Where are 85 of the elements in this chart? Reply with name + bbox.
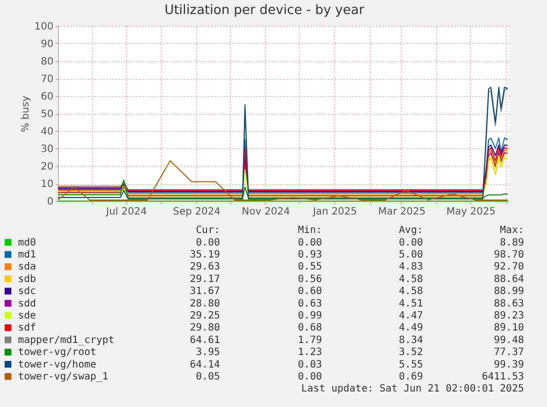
text: 29.80 <box>190 322 220 334</box>
text: 4.49 <box>398 322 423 334</box>
x-tick-label: Nov 2024 <box>242 206 290 218</box>
legend-label: tower-vg/root <box>18 347 96 358</box>
y-tick-label: 10 <box>40 179 54 190</box>
text: 0.99 <box>298 310 322 322</box>
text: 88.63 <box>494 298 524 310</box>
text: 1.79 <box>298 334 322 346</box>
y-tick-label: 90 <box>40 39 54 50</box>
text: 5.00 <box>398 250 423 260</box>
legend-label: tower-vg/home <box>18 359 96 370</box>
legend-label: sdb <box>18 274 36 285</box>
text: 4.58 <box>398 286 423 298</box>
x-tick-label: May 2025 <box>446 206 496 218</box>
text: 99.48 <box>494 334 524 346</box>
text: 98.70 <box>494 250 524 260</box>
text: 5.55 <box>398 359 423 370</box>
text: 28.80 <box>190 298 220 310</box>
text: 8.89 <box>500 237 524 248</box>
text: 64.14 <box>190 359 220 370</box>
chart-title: Utilization per device - by year <box>164 3 365 18</box>
y-tick-label: 30 <box>40 144 54 155</box>
x-tick-label: Mar 2025 <box>378 206 426 218</box>
text: 4.51 <box>398 298 423 310</box>
y-tick-label: 80 <box>40 56 54 68</box>
text: 31.67 <box>190 286 220 298</box>
y-tick-label: 70 <box>40 74 54 85</box>
legend-label: sda <box>18 262 36 273</box>
text: Last update: Sat Jun 21 02:00:01 2025 <box>301 384 524 395</box>
text: 0.00 <box>298 237 322 248</box>
text: 6411.53 <box>482 372 524 382</box>
legend-label: sdc <box>18 286 36 298</box>
text: 64.61 <box>190 334 220 346</box>
text: 0.68 <box>298 322 322 334</box>
y-tick-label: 40 <box>40 126 54 138</box>
text: 88.64 <box>494 274 524 285</box>
text: 88.99 <box>494 286 524 298</box>
legend-label: mapper/md1_crypt <box>18 334 114 346</box>
legend-label: sdd <box>18 298 36 310</box>
text: 4.58 <box>398 274 423 285</box>
text: 0.00 <box>196 237 220 248</box>
x-tick-label: Jan 2025 <box>312 206 358 218</box>
text: Max: <box>500 225 524 236</box>
text: 0.55 <box>298 262 322 273</box>
text: 0.03 <box>298 359 322 370</box>
text: Min: <box>298 225 322 236</box>
legend-label: md0 <box>18 237 36 248</box>
text: 0.69 <box>398 372 423 382</box>
y-tick-label: 20 <box>40 162 54 172</box>
text: 0.00 <box>398 237 423 248</box>
y-tick-label: 50 <box>40 109 54 120</box>
text: 0.56 <box>298 274 322 285</box>
text: 29.63 <box>190 262 220 273</box>
y-tick-label: 100 <box>34 22 54 32</box>
text: 0.00 <box>298 372 322 382</box>
x-tick-label: Sep 2024 <box>173 206 220 218</box>
text: 29.25 <box>190 310 220 322</box>
text: 1.23 <box>298 347 322 358</box>
legend-label: sdf <box>18 322 36 334</box>
line-series <box>58 180 508 198</box>
x-tick-label: Jul 2024 <box>105 206 147 218</box>
text: 35.19 <box>190 250 220 260</box>
text: 92.70 <box>494 262 524 273</box>
text: 0.60 <box>298 286 322 298</box>
text: 0.63 <box>298 298 322 310</box>
text: 0.05 <box>196 372 220 382</box>
text: 3.52 <box>398 347 423 358</box>
legend-label: tower-vg/swap_1 <box>18 372 108 382</box>
text: 99.39 <box>494 359 524 370</box>
text: 77.37 <box>494 347 524 358</box>
legend-label: md1 <box>18 250 36 260</box>
text: 3.95 <box>196 347 220 358</box>
y-axis-title: % busy <box>20 96 32 132</box>
legend-label: sde <box>18 310 36 322</box>
text: 29.17 <box>190 274 220 285</box>
text: Cur: <box>196 225 220 236</box>
text: 89.10 <box>494 322 524 334</box>
y-tick-label: 60 <box>40 92 54 102</box>
text: 4.83 <box>398 262 423 273</box>
text: 0.93 <box>298 250 322 260</box>
text: 89.23 <box>494 310 524 322</box>
text: Avg: <box>398 225 423 236</box>
text: 4.47 <box>398 310 423 322</box>
y-tick-label: 0 <box>47 196 54 208</box>
text: 8.34 <box>398 334 423 346</box>
